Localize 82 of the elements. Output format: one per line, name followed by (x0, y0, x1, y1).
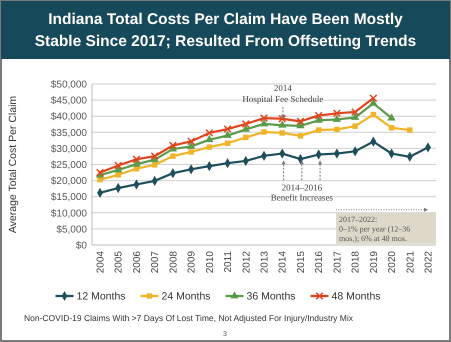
point (387, 113, 396, 121)
y-tick-label: $0 (76, 240, 88, 252)
x-tick-label: 2017 (332, 250, 344, 274)
point (351, 108, 360, 116)
point (205, 128, 214, 137)
point (261, 129, 267, 135)
point (279, 130, 285, 136)
annotation: 2014–2016 Benefit Increases (270, 182, 334, 202)
x-tick-label: 2005 (114, 250, 125, 274)
point (334, 126, 340, 132)
x-tick-label: 2008 (168, 250, 180, 274)
x-tick-label: 2015 (296, 250, 307, 274)
x-tick-label: 2014 (278, 250, 289, 274)
point (152, 162, 158, 168)
point (369, 98, 378, 106)
point (224, 125, 232, 134)
point (242, 124, 250, 132)
point (296, 117, 304, 126)
point (132, 155, 140, 164)
point (278, 120, 286, 128)
point (224, 140, 230, 146)
point (407, 127, 413, 133)
legend-label: 36 Months (246, 290, 296, 303)
point (150, 152, 159, 160)
x-tick-label: 2013 (260, 250, 270, 274)
y-tick-label: $5,000 (56, 224, 88, 236)
point (114, 161, 122, 170)
annotation: 2014 Hospital Fee Schedule (242, 82, 324, 104)
y-tick-label: $35,000 (50, 128, 88, 139)
point (314, 112, 323, 120)
y-axis-title: Average Total Cost Per Claim (7, 96, 19, 234)
point (278, 114, 286, 123)
y-tick-label: $15,000 (50, 192, 88, 204)
point (187, 137, 196, 146)
point (115, 172, 121, 178)
point (332, 114, 342, 122)
x-tick-label: 2004 (96, 250, 106, 274)
point (298, 133, 304, 139)
point (260, 114, 268, 122)
point (206, 144, 212, 150)
x-tick-label: 2022 (424, 250, 434, 274)
point (205, 134, 214, 142)
legend-label: 48 Months (332, 290, 381, 303)
point (170, 153, 176, 159)
annotation: 2017–2022: 0–1% per year (12–36 mos.); 6% at 48 mos. (338, 214, 410, 243)
point (186, 142, 196, 149)
text: Non-COVID-19 Claims With >7 Days Of Lost Time, Not Adjusted For Injury/Industry Mix (24, 313, 354, 323)
point (369, 94, 378, 102)
point (388, 125, 394, 131)
y-tick-label: $10,000 (50, 208, 88, 220)
point (350, 112, 360, 120)
x-tick-label: 2018 (350, 250, 362, 274)
point (370, 112, 376, 118)
legend-label: 24 Months (162, 290, 211, 303)
x-tick-label: 2006 (132, 250, 143, 274)
y-tick-label: $30,000 (50, 144, 88, 155)
point (316, 127, 322, 133)
x-tick-label: 2007 (150, 250, 162, 274)
point (260, 119, 268, 126)
x-tick-label: 2010 (204, 250, 216, 274)
point (314, 116, 323, 123)
legend-label: 12 Months (76, 290, 126, 303)
x-tick-label: 2019 (368, 250, 380, 274)
x-tick-label: 2011 (223, 250, 234, 273)
y-tick-label: $25,000 (50, 160, 88, 171)
point (223, 130, 232, 138)
point (352, 123, 358, 129)
point (332, 109, 341, 118)
y-tick-label: $45,000 (50, 96, 88, 107)
x-tick-label: 2009 (186, 250, 198, 274)
point (242, 120, 250, 128)
chart-title: Indiana Total Costs Per Claim Have Been Mostly Stable Since 2017; Resulted From Offsetting Trends (34, 11, 416, 50)
point (168, 141, 177, 150)
y-tick-label: $40,000 (50, 112, 88, 123)
y-tick-label: $20,000 (50, 176, 88, 188)
x-tick-label: 2012 (241, 250, 252, 274)
x-tick-label: 2016 (314, 250, 326, 274)
point (188, 149, 194, 155)
y-tick-label: $50,000 (50, 80, 88, 90)
x-tick-label: 2020 (387, 250, 398, 274)
point (243, 134, 249, 140)
x-tick-label: 2021 (405, 250, 416, 274)
